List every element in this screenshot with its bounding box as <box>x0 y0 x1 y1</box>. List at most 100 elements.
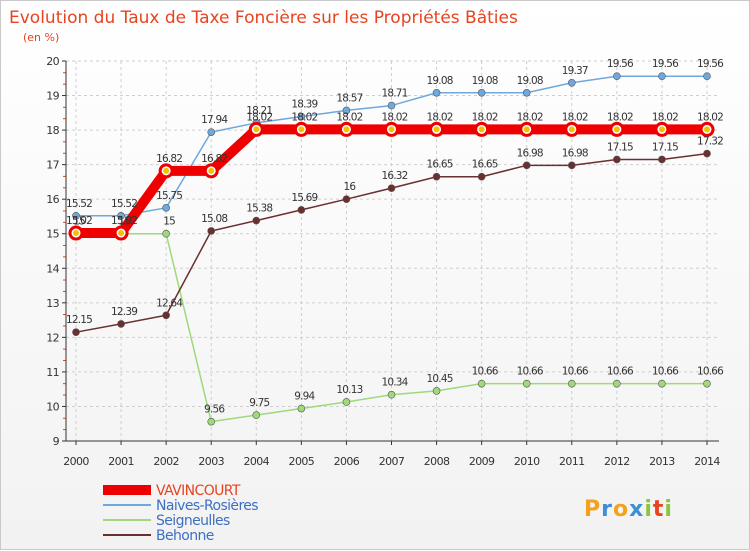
data-label: 19.08 <box>427 75 453 87</box>
x-tick-label: 2009 <box>469 455 495 468</box>
y-tick-label: 10 <box>46 400 59 413</box>
logo-letter: r <box>601 497 613 522</box>
data-point <box>297 112 306 121</box>
series-vavincourt <box>68 121 715 241</box>
data-label: 15.02 <box>66 215 92 227</box>
data-point-center <box>163 167 170 174</box>
data-point-center <box>658 126 665 133</box>
data-label: 18.21 <box>246 105 272 117</box>
data-point <box>117 320 125 328</box>
data-point-center <box>478 126 485 133</box>
data-point <box>342 195 351 203</box>
y-tick-label: 19 <box>46 90 59 103</box>
data-point <box>613 379 621 388</box>
y-tick-label: 12 <box>46 331 59 344</box>
x-tick-label: 2013 <box>649 455 675 468</box>
y-tick-label: 20 <box>46 55 59 68</box>
data-label: 18.02 <box>381 111 407 123</box>
data-label: 19.08 <box>517 75 543 87</box>
data-label: 15.02 <box>111 215 137 227</box>
data-point <box>72 328 80 336</box>
data-label: 9.94 <box>294 391 315 403</box>
legend-label: VAVINCOURT <box>156 483 241 499</box>
data-label: 16.65 <box>472 159 498 171</box>
data-point <box>477 379 486 388</box>
data-point-center <box>118 230 125 237</box>
data-label: 15 <box>118 216 130 228</box>
axes: 9 10 11 12 13 14 15 16 17 18 19 20 2000 2001 2002 2003 2… <box>46 55 721 468</box>
data-point <box>387 101 396 110</box>
data-label: 18.02 <box>517 111 543 123</box>
legend: VAVINCOURTNaives-RosièresSeigneullesBeho… <box>103 483 259 544</box>
data-label: 18.71 <box>381 88 407 100</box>
data-point <box>658 72 666 80</box>
data-point-center <box>73 230 79 237</box>
data-point <box>297 206 306 214</box>
data-label: 18.02 <box>697 111 723 123</box>
data-point <box>703 149 711 158</box>
series-naives-rosi-res <box>72 72 711 220</box>
y-tick-label: 13 <box>46 297 59 310</box>
x-tick-label: 2000 <box>63 455 89 468</box>
data-point <box>342 106 351 115</box>
data-point-center <box>298 126 305 133</box>
data-label: 17.15 <box>652 141 678 153</box>
proxiti-logo: Proxiti <box>584 497 673 522</box>
data-point <box>342 398 351 406</box>
data-label: 19.56 <box>607 58 634 70</box>
data-label: 19.37 <box>562 65 588 77</box>
data-label: 15.38 <box>246 203 272 215</box>
chart-title: Evolution du Taux de Taxe Foncière sur l… <box>9 8 518 28</box>
logo-letter: P <box>584 497 601 522</box>
data-label: 9.75 <box>249 397 269 409</box>
data-label: 10.66 <box>607 366 634 378</box>
legend-label: Behonne <box>156 528 214 544</box>
data-label: 16 <box>344 181 357 193</box>
logo-letter: x <box>629 497 644 522</box>
y-tick-label: 17 <box>46 159 59 172</box>
data-point <box>658 379 666 388</box>
data-point <box>703 379 711 388</box>
data-label: 12.64 <box>156 297 183 309</box>
data-point-center <box>704 126 710 133</box>
data-label: 15.69 <box>291 192 317 204</box>
data-point-center <box>208 167 215 174</box>
data-label: 10.66 <box>697 366 724 378</box>
data-point <box>72 211 80 220</box>
data-point-center <box>613 126 620 133</box>
data-point <box>703 72 711 80</box>
y-tick-label: 9 <box>53 435 60 448</box>
data-point <box>162 204 170 212</box>
data-label: 18.02 <box>336 111 362 123</box>
data-label: 18.02 <box>607 111 633 123</box>
data-point <box>522 161 531 170</box>
data-label: 15.08 <box>201 213 227 225</box>
data-point <box>477 172 486 181</box>
data-point <box>477 88 486 97</box>
data-label: 15.52 <box>111 198 137 210</box>
data-label: 12.15 <box>66 314 92 326</box>
data-label: 18.02 <box>427 111 453 123</box>
data-label: 18.02 <box>562 111 588 123</box>
data-point <box>567 161 576 170</box>
logo-letter: i <box>664 497 673 522</box>
data-point <box>567 78 576 87</box>
data-label: 16.65 <box>427 159 453 171</box>
data-label: 15 <box>163 216 175 228</box>
series-layer: 15.52 15.52 15.75 17.94 18.21 18.39 18.57 18.71… <box>66 58 725 426</box>
data-point <box>297 404 306 413</box>
data-point <box>658 155 666 164</box>
data-point <box>387 184 396 192</box>
legend-label: Seigneulles <box>156 513 230 529</box>
data-label: 10.66 <box>517 366 544 378</box>
data-label: 10.45 <box>427 373 453 385</box>
data-label: 15.52 <box>66 198 92 210</box>
data-point-center <box>568 126 575 133</box>
y-tick-label: 16 <box>46 193 59 206</box>
data-label: 10.13 <box>336 384 362 396</box>
series-seigneulles <box>72 229 711 426</box>
data-point <box>567 379 576 388</box>
x-tick-label: 2005 <box>289 455 315 468</box>
data-point-center <box>253 126 260 133</box>
